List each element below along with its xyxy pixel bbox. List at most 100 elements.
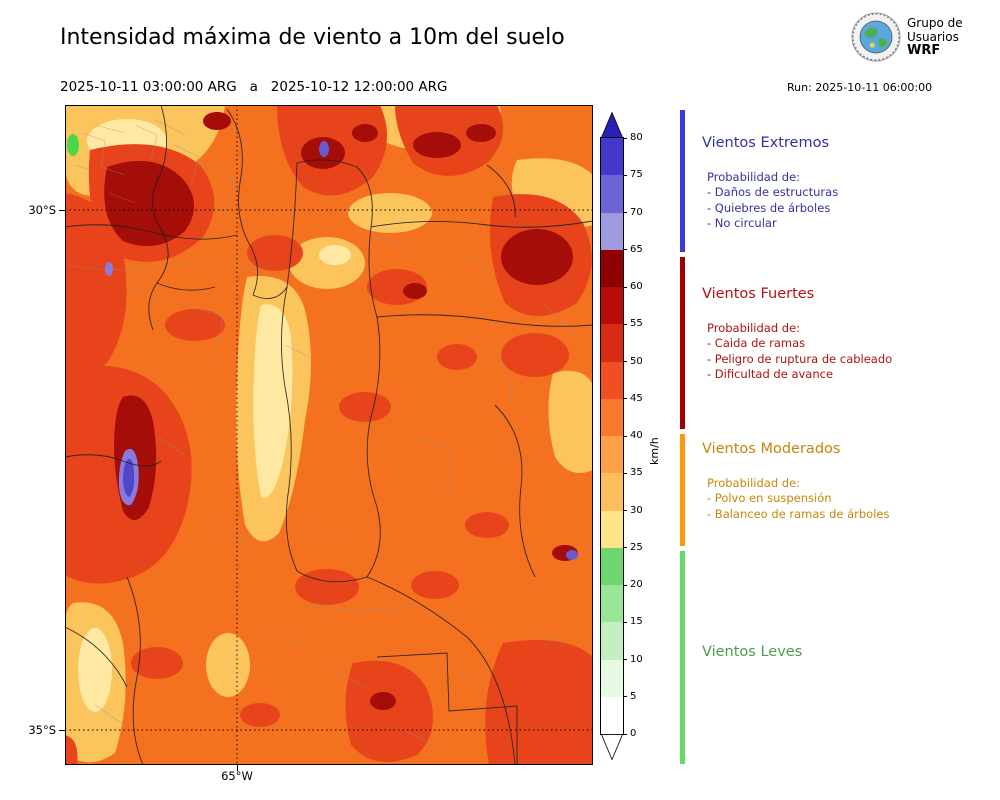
colorbar-segment <box>601 659 623 697</box>
legend-item: - Caida de ramas <box>707 336 806 350</box>
legend-bar-extremos <box>680 110 685 252</box>
colorbar-tick-label: 60 <box>630 281 643 292</box>
valid-period-label: 2025-10-11 03:00:00 ARG a 2025-10-12 12:… <box>60 79 448 95</box>
page-title: Intensidad máxima de viento a 10m del su… <box>60 25 565 50</box>
map-department-borders <box>65 119 578 748</box>
colorbar-segment <box>601 175 623 213</box>
colorbar-segment <box>601 398 623 436</box>
colorbar-tickmark <box>624 621 627 623</box>
map-purple-maxima <box>105 141 578 560</box>
colorbar-tick-label: 55 <box>630 318 643 330</box>
colorbar-tickmark <box>624 435 627 437</box>
colorbar-tickmark <box>624 696 627 698</box>
logo-text-line2: Usuarios <box>907 30 959 44</box>
legend-item: - Balanceo de ramas de árboles <box>707 506 890 521</box>
colorbar-tick-label: 80 <box>630 132 643 143</box>
legend-items-fuertes: - Caida de ramas - Peligro de ruptura de… <box>702 336 982 383</box>
colorbar-segment <box>601 473 623 511</box>
legend-sub-fuertes: Probabilidad de: <box>707 321 801 335</box>
map-province-borders <box>65 105 593 765</box>
colorbar-segment <box>601 510 623 548</box>
colorbar-tickmark <box>624 584 627 586</box>
colorbar-segment <box>601 622 623 660</box>
colorbar: 80 75 70 65 60 55 50 45 40 35 30 25 20 15 10 5 0 <box>600 112 643 760</box>
logo-text-line1: Grupo de <box>907 16 963 30</box>
colorbar-tickmark <box>624 398 627 400</box>
map-dark-red-areas <box>104 112 578 710</box>
colorbar-segment <box>601 324 623 362</box>
colorbar-tick-label: 65 <box>630 243 643 255</box>
colorbar-gradient <box>600 137 624 735</box>
colorbar-tick-label: 40 <box>630 430 643 441</box>
colorbar-tick-label: 45 <box>630 392 643 404</box>
colorbar-tick-label: 75 <box>630 169 643 181</box>
wind-intensity-map <box>65 105 593 765</box>
legend-sub-moderados: Probabilidad de: <box>707 476 801 490</box>
colorbar-tickmark <box>624 323 627 325</box>
legend-items-moderados: - Polvo en suspensión - Balanceo de rama… <box>702 491 982 522</box>
colorbar-segment <box>601 361 623 399</box>
legend-item: - Quiebres de árboles <box>707 200 831 215</box>
colorbar-tick-label: 35 <box>630 467 643 479</box>
legend-section-extremos: Vientos Extremos Probabilidad de: - Daño… <box>702 135 982 232</box>
colorbar-tick-label: 20 <box>630 579 643 590</box>
map-green-minimum <box>67 134 79 156</box>
lon-tickmark-65w <box>237 765 238 771</box>
colorbar-segment <box>601 138 623 176</box>
legend-heading-leves: Vientos Leves <box>702 644 803 660</box>
lat-tickmark-35s <box>59 730 65 731</box>
legend-bar-leves <box>680 551 685 764</box>
legend-item: - Daños de estructuras <box>707 185 839 199</box>
colorbar-segment <box>601 696 623 734</box>
legend-item: - Dificultad de avance <box>707 367 834 381</box>
colorbar-tick-label: 10 <box>630 653 643 665</box>
colorbar-tickmark <box>624 174 627 176</box>
colorbar-tickmark <box>624 286 627 288</box>
legend-section-moderados: Vientos Moderados Probabilidad de: - Pol… <box>702 441 982 522</box>
legend-items-extremos: - Daños de estructuras - Quiebres de árb… <box>702 185 982 232</box>
map-frame <box>65 105 593 765</box>
logo-text-wrf: WRF <box>907 43 941 58</box>
legend-item: - Peligro de ruptura de cableado <box>707 351 893 366</box>
colorbar-tickmark <box>624 249 627 251</box>
colorbar-tickmark <box>624 659 627 660</box>
colorbar-over-arrow <box>601 112 623 138</box>
legend-section-leves: Vientos Leves <box>702 644 982 660</box>
colorbar-tickmark <box>624 137 627 139</box>
colorbar-segment <box>601 287 623 325</box>
globe-icon <box>851 12 901 62</box>
lat-tick-label-30s: 30°S <box>28 203 56 217</box>
colorbar-tick-label: 70 <box>630 206 643 218</box>
colorbar-under-arrow <box>601 734 623 760</box>
colorbar-tickmark <box>624 212 627 213</box>
colorbar-tickmark <box>624 733 627 735</box>
legend-item: - No circular <box>707 216 777 230</box>
map-graticule <box>65 105 593 765</box>
colorbar-tickmark <box>624 510 627 511</box>
colorbar-tick-label: 25 <box>630 541 643 553</box>
colorbar-unit-label: km/h <box>648 437 661 465</box>
legend-item: - Polvo en suspensión <box>707 491 832 505</box>
legend-section-fuertes: Vientos Fuertes Probabilidad de: - Caida… <box>702 286 982 383</box>
colorbar-segment <box>601 585 623 623</box>
colorbar-tick-label: 15 <box>630 616 643 628</box>
wrf-logo: Grupo de Usuarios WRF <box>851 12 963 62</box>
legend-heading-fuertes: Vientos Fuertes <box>702 286 815 302</box>
colorbar-tick-label: 5 <box>630 690 637 702</box>
colorbar-tickmark <box>624 472 627 474</box>
colorbar-tick-label: 30 <box>630 504 643 516</box>
colorbar-tickmark <box>624 547 627 549</box>
colorbar-segment <box>601 212 623 250</box>
colorbar-tickmark <box>624 361 627 362</box>
lon-tick-label-65w: 65°W <box>221 769 253 783</box>
legend-sub-extremos: Probabilidad de: <box>707 170 801 184</box>
legend-bar-moderados <box>680 434 685 546</box>
colorbar-segment <box>601 249 623 287</box>
lat-tickmark-30s <box>59 210 65 211</box>
legend-bar-fuertes <box>680 257 685 429</box>
colorbar-tick-label: 50 <box>630 355 643 367</box>
colorbar-segment <box>601 436 623 474</box>
logo-text: Grupo de Usuarios WRF <box>907 16 963 58</box>
legend-heading-extremos: Vientos Extremos <box>702 135 830 151</box>
